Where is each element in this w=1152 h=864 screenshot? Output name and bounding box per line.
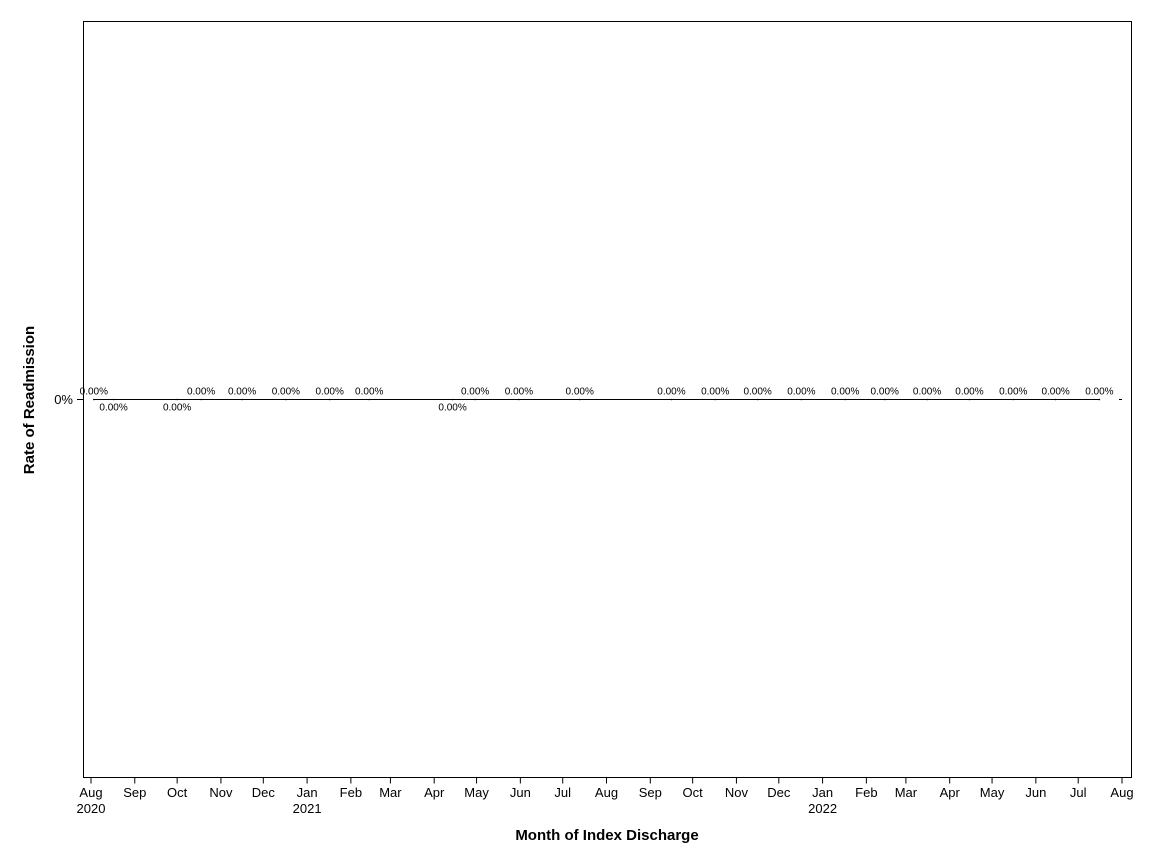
data-label: 0.00% [505, 387, 533, 398]
data-point [1054, 398, 1057, 401]
data-point [578, 398, 581, 401]
data-label: 0.00% [955, 387, 983, 398]
data-point [518, 398, 520, 401]
x-tick-label: May [980, 785, 1005, 800]
x-tick-label: Feb [340, 785, 362, 800]
data-label: 0.00% [272, 387, 300, 398]
x-year-label: 2021 [293, 801, 322, 816]
x-tick-label: Apr [424, 785, 445, 800]
data-point [670, 398, 673, 401]
data-point [926, 398, 928, 401]
x-axis: Aug Sep Oct Nov Dec Jan Feb Mar Apr May Jun Jul Aug S… [77, 777, 1134, 816]
data-point [285, 398, 287, 401]
data-label: 0.00% [657, 387, 685, 398]
data-point [968, 398, 971, 401]
x-year-label: 2020 [77, 801, 106, 816]
data-point [93, 398, 95, 401]
data-label: 0.00% [701, 387, 729, 398]
y-axis-title: Rate of Readmission [21, 326, 38, 474]
data-label: 0.00% [461, 387, 489, 398]
x-tick-label: Dec [767, 785, 791, 800]
data-label: 0.00% [743, 387, 771, 398]
x-tick-label: Aug [1110, 785, 1133, 800]
x-tick-label: Aug [595, 785, 618, 800]
x-tick-label: Jun [1025, 785, 1046, 800]
data-point [800, 398, 803, 401]
data-point [756, 398, 759, 401]
x-tick-label: Jun [510, 785, 531, 800]
x-tick-label: Nov [725, 785, 749, 800]
x-tick-label: Mar [895, 785, 918, 800]
x-tick-label: Aug [79, 785, 102, 800]
data-label: 0.00% [355, 387, 383, 398]
x-tick-label: Feb [855, 785, 877, 800]
data-label: 0.00% [316, 387, 344, 398]
x-tick-label: Jul [554, 785, 571, 800]
data-point [883, 398, 886, 401]
x-axis-title: Month of Index Discharge [515, 827, 698, 844]
data-point [368, 398, 371, 401]
x-tick-label: May [464, 785, 489, 800]
data-point [474, 398, 476, 401]
data-label: 0.00% [228, 387, 256, 398]
data-label: 0.00% [1041, 387, 1069, 398]
x-tick-label: Sep [639, 785, 662, 800]
x-tick-label: Oct [167, 785, 188, 800]
data-point [844, 398, 846, 401]
data-label: 0.00% [187, 387, 215, 398]
data-point [1098, 398, 1101, 401]
data-point [241, 398, 243, 401]
data-label: 0.00% [80, 387, 108, 398]
data-point [200, 398, 202, 401]
y-axis: 0% [54, 392, 84, 407]
data-point [328, 398, 331, 401]
data-point [1012, 398, 1015, 401]
x-tick-label: Apr [940, 785, 961, 800]
data-label: 0.00% [831, 387, 859, 398]
data-label: 0.00% [163, 403, 191, 414]
x-tick-label: Jul [1070, 785, 1087, 800]
data-label: 0.00% [565, 387, 593, 398]
data-label: 0.00% [438, 403, 466, 414]
series-group: 0.00% 0.00% 0.00% 0.00% 0.00% 0.00% 0.00% 0.00%… [80, 387, 1122, 414]
x-tick-label: Jan [812, 785, 833, 800]
data-label: 0.00% [1085, 387, 1113, 398]
data-label: 0.00% [999, 387, 1027, 398]
x-tick-label: Nov [209, 785, 233, 800]
data-label: 0.00% [99, 403, 127, 414]
data-label: 0.00% [871, 387, 899, 398]
x-tick-label: Jan [297, 785, 318, 800]
x-tick-label: Mar [379, 785, 402, 800]
y-tick-label: 0% [54, 392, 73, 407]
data-label: 0.00% [787, 387, 815, 398]
data-label: 0.00% [913, 387, 941, 398]
x-tick-label: Oct [683, 785, 704, 800]
data-point [112, 398, 115, 401]
data-point [176, 398, 178, 401]
data-point [451, 398, 454, 401]
data-point [714, 398, 717, 401]
x-tick-label: Sep [123, 785, 146, 800]
x-year-label: 2022 [808, 801, 837, 816]
x-tick-label: Dec [252, 785, 276, 800]
